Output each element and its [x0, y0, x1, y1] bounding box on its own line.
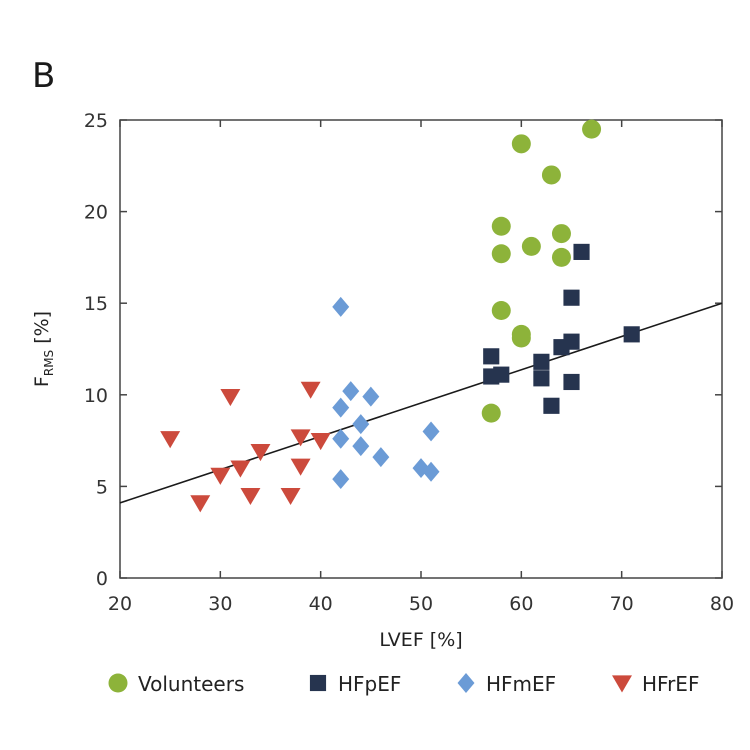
point-volunteers: [541, 165, 561, 185]
point-hfpef: [563, 289, 580, 306]
legend-label-volunteers: Volunteers: [138, 672, 244, 696]
point-hfpef: [483, 348, 500, 365]
plot-area-frame: [119, 119, 723, 579]
y-tick-label: 15: [84, 293, 108, 315]
x-axis-title: LVEF [%]: [379, 629, 462, 651]
point-hfref: [230, 460, 251, 478]
panel-label: B: [32, 56, 56, 96]
point-hfmef: [362, 386, 380, 407]
point-hfref: [300, 381, 321, 399]
point-hfpef: [543, 397, 560, 414]
point-volunteers: [491, 301, 511, 321]
point-hfref: [240, 487, 261, 506]
point-hfpef: [563, 333, 580, 350]
legend-marker-hfref: [612, 675, 632, 693]
x-tick-label: 70: [610, 593, 634, 615]
legend-marker-hfmef: [457, 673, 475, 693]
point-volunteers: [511, 324, 531, 344]
point-hfmef: [412, 458, 430, 479]
point-hfmef: [422, 461, 440, 482]
x-tick-label: 20: [108, 593, 132, 615]
x-tick-label: 80: [710, 593, 734, 615]
point-volunteers: [521, 236, 541, 256]
x-tick-label: 30: [208, 593, 232, 615]
point-hfmef: [332, 469, 350, 490]
point-hfpef: [623, 326, 640, 343]
point-hfpef: [533, 353, 550, 370]
point-hfref: [310, 433, 331, 451]
point-hfpef: [533, 370, 550, 387]
point-hfref: [220, 389, 241, 407]
point-hfref: [250, 443, 271, 462]
point-hfmef: [332, 296, 350, 317]
x-tick-label: 60: [509, 593, 533, 615]
point-hfmef: [352, 436, 370, 457]
legend-label-hfpef: HFpEF: [338, 672, 401, 696]
point-hfpef: [563, 373, 580, 391]
y-tick-label: 10: [84, 385, 108, 407]
point-volunteers: [491, 244, 511, 264]
y-tick-label: 5: [96, 476, 108, 498]
point-hfref: [280, 487, 301, 506]
point-hfref: [210, 467, 231, 485]
x-tick-label: 50: [409, 593, 433, 615]
legend-label-hfmef: HFmEF: [486, 672, 556, 696]
y-axis-title-unit: [%]: [31, 311, 53, 350]
legend-label-hfref: HFrEF: [642, 672, 699, 696]
legend-marker-hfpef: [309, 674, 327, 692]
point-volunteers: [551, 224, 571, 244]
point-hfref: [290, 429, 311, 447]
point-hfpef: [573, 243, 590, 260]
point-hfmef: [352, 414, 370, 435]
point-volunteers: [491, 216, 511, 236]
legend-marker-volunteers: [108, 673, 128, 693]
point-hfref: [160, 431, 181, 449]
point-hfmef: [372, 447, 390, 468]
y-axis-title: FRMS [%]: [31, 311, 56, 387]
y-tick-label: 25: [84, 110, 108, 132]
y-axis-title-main: F: [31, 376, 53, 387]
point-hfmef: [332, 428, 350, 449]
point-hfref: [290, 458, 311, 476]
point-hfmef: [332, 397, 350, 418]
y-axis-title-subscript: RMS: [42, 350, 56, 376]
point-hfmef: [342, 381, 360, 402]
point-volunteers: [511, 134, 531, 154]
point-hfmef: [422, 421, 440, 442]
point-hfpef: [493, 366, 510, 383]
point-hfref: [190, 495, 211, 513]
point-volunteers: [481, 403, 501, 423]
point-volunteers: [582, 119, 602, 139]
x-tick-label: 40: [309, 593, 333, 615]
point-volunteers: [551, 247, 571, 267]
y-tick-label: 0: [96, 568, 108, 590]
y-tick-label: 20: [84, 202, 108, 224]
